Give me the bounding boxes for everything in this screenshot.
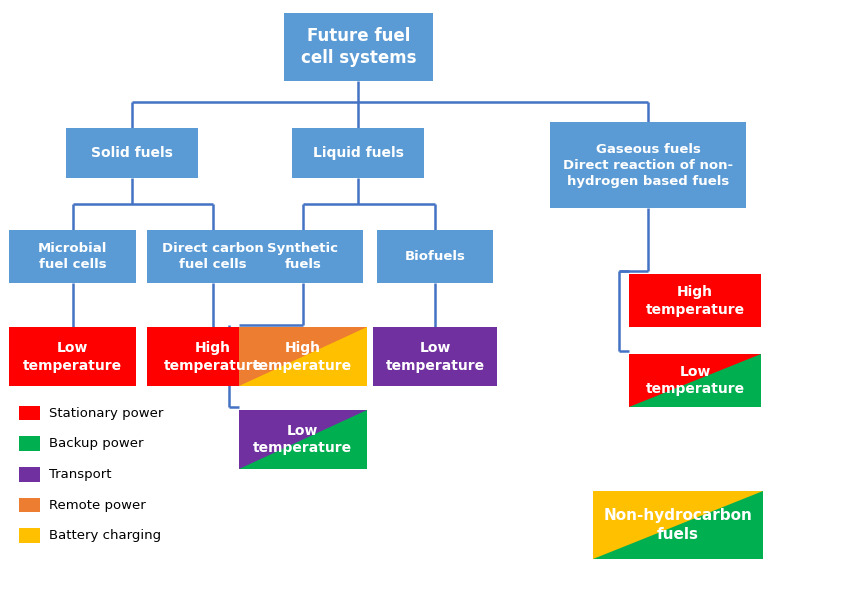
FancyBboxPatch shape [19,437,40,451]
Polygon shape [628,354,760,407]
Text: High
temperature: High temperature [645,285,744,317]
FancyBboxPatch shape [377,230,492,283]
FancyBboxPatch shape [291,129,423,179]
Text: Stationary power: Stationary power [49,407,163,419]
FancyBboxPatch shape [19,406,40,420]
FancyBboxPatch shape [628,354,760,407]
FancyBboxPatch shape [9,230,136,283]
Text: Low
temperature: Low temperature [253,424,352,455]
Text: Direct carbon
fuel cells: Direct carbon fuel cells [162,242,264,271]
FancyBboxPatch shape [628,274,760,327]
FancyBboxPatch shape [243,230,362,283]
Polygon shape [592,491,763,559]
Text: Gaseous fuels
Direct reaction of non-
hydrogen based fuels: Gaseous fuels Direct reaction of non- hy… [562,143,733,188]
FancyBboxPatch shape [147,230,279,283]
FancyBboxPatch shape [373,327,496,386]
Text: Backup power: Backup power [49,437,143,450]
FancyBboxPatch shape [239,410,366,469]
FancyBboxPatch shape [550,123,746,208]
Text: High
temperature: High temperature [164,341,262,373]
Text: Non-hydrocarbon
fuels: Non-hydrocarbon fuels [603,509,751,542]
FancyBboxPatch shape [592,491,763,559]
Text: High
temperature: High temperature [253,341,352,373]
FancyBboxPatch shape [239,327,366,386]
Text: Low
temperature: Low temperature [385,341,484,373]
FancyBboxPatch shape [19,467,40,481]
FancyBboxPatch shape [19,498,40,512]
Text: Synthetic
fuels: Synthetic fuels [267,242,338,271]
FancyBboxPatch shape [283,13,433,81]
FancyBboxPatch shape [66,129,198,179]
Polygon shape [239,327,366,386]
Text: Low
temperature: Low temperature [645,365,744,396]
Text: Battery charging: Battery charging [49,529,160,542]
Text: Biofuels: Biofuels [404,250,465,263]
Polygon shape [239,410,366,469]
Text: Remote power: Remote power [49,499,145,512]
Text: Solid fuels: Solid fuels [91,146,173,160]
Text: Liquid fuels: Liquid fuels [313,146,403,160]
FancyBboxPatch shape [19,529,40,543]
FancyBboxPatch shape [9,327,136,386]
Text: Transport: Transport [49,468,111,481]
Text: Future fuel
cell systems: Future fuel cell systems [300,27,416,67]
FancyBboxPatch shape [147,327,279,386]
Text: Microbial
fuel cells: Microbial fuel cells [37,242,107,271]
Text: Low
temperature: Low temperature [23,341,122,373]
